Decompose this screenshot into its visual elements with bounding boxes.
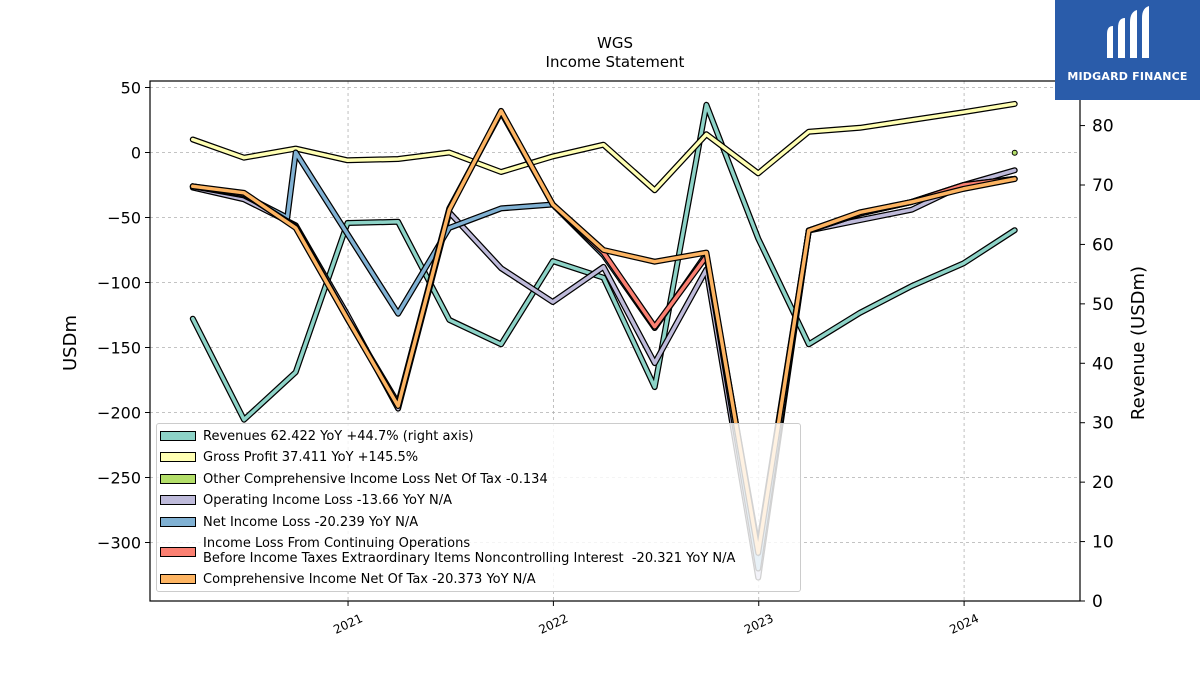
legend-swatch-gross-profit [160,452,196,462]
legend-label-revenues: Revenues 62.422 YoY +44.7% (right axis) [203,429,474,444]
series-1-line [191,102,1017,192]
y-tick-label-right: 0 [1092,592,1103,612]
midgard-finance-logo: MIDGARD FINANCE [1055,0,1200,100]
legend-label-gross-profit: Gross Profit 37.411 YoY +145.5% [203,450,419,465]
legend-label-operating-income: Operating Income Loss -13.66 YoY N/A [203,493,453,508]
x-tick-label: 2022 [537,611,571,637]
y-axis-right-label: Revenue (USDm) [1128,266,1149,420]
legend-label-continuing-ops: Income Loss From Continuing Operations B… [203,536,736,566]
legend-entry-gross-profit: Gross Profit 37.411 YoY +145.5% [157,450,800,465]
legend-swatch-operating-income [160,495,196,505]
y-tick-label-left: −50 [107,209,141,228]
x-tick-label: 2021 [331,611,365,637]
legend-entry-other-comprehensive: Other Comprehensive Income Loss Net Of T… [157,472,800,487]
legend-swatch-other-comprehensive [160,474,196,484]
series-lines [189,100,1018,581]
y-tick-label-right: 60 [1092,235,1114,255]
chart-title: WGS [597,34,633,52]
legend-entry-revenues: Revenues 62.422 YoY +44.7% (right axis) [157,429,800,444]
y-axis-left-label: USDm [60,315,81,371]
legend-swatch-revenues [160,431,196,441]
legend-label-net-income: Net Income Loss -20.239 YoY N/A [203,515,419,530]
x-tick-label: 2023 [742,611,776,637]
legend-label-other-comprehensive: Other Comprehensive Income Loss Net Of T… [203,472,548,487]
y-tick-label-left: −100 [97,274,141,293]
y-tick-label-left: −250 [97,469,141,488]
y-tick-label-left: −300 [97,534,141,553]
x-tick-label: 2024 [947,611,981,637]
legend-entry-net-income: Net Income Loss -20.239 YoY N/A [157,515,800,530]
y-tick-label-left: −200 [97,404,141,423]
chart-legend: Revenues 62.422 YoY +44.7% (right axis) … [156,423,801,592]
legend-entry-comprehensive-income: Comprehensive Income Net Of Tax -20.373 … [157,572,800,587]
midgard-logo-icon [1107,6,1149,58]
series-0-line [191,103,1017,422]
y-tick-label-right: 20 [1092,473,1114,493]
legend-entry-continuing-ops: Income Loss From Continuing Operations B… [157,536,800,566]
y-tick-label-right: 10 [1092,533,1114,553]
y-tick-label-left: 50 [121,79,141,98]
y-tick-label-right: 40 [1092,354,1114,374]
y-tick-label-left: −150 [97,339,141,358]
y-tick-label-right: 80 [1092,117,1114,137]
plot-frame [149,80,1081,602]
series-2-point [1011,149,1018,156]
series-6-line [191,109,1017,555]
legend-label-comprehensive-income: Comprehensive Income Net Of Tax -20.373 … [203,572,536,587]
logo-text: MIDGARD FINANCE [1067,70,1188,83]
legend-swatch-net-income [160,517,196,527]
y-tick-label-left: 0 [131,144,141,163]
y-tick-label-right: 70 [1092,176,1114,196]
chart-subtitle: Income Statement [546,53,685,71]
y-tick-label-right: 50 [1092,295,1114,315]
legend-swatch-continuing-ops [160,547,196,557]
y-tick-label-right: 30 [1092,414,1114,434]
legend-entry-operating-income: Operating Income Loss -13.66 YoY N/A [157,493,800,508]
legend-swatch-comprehensive-income [160,574,196,584]
